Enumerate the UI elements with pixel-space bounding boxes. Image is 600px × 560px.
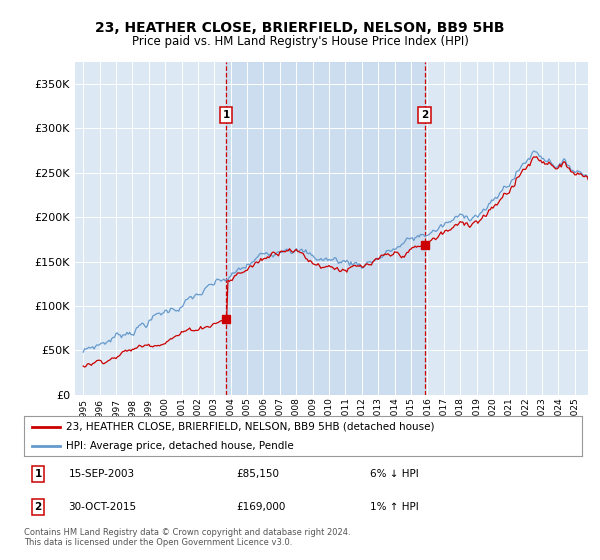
Text: 1: 1 — [223, 110, 230, 120]
Text: 6% ↓ HPI: 6% ↓ HPI — [370, 469, 419, 479]
Text: 1: 1 — [34, 469, 41, 479]
Text: 2: 2 — [34, 502, 41, 512]
Text: 23, HEATHER CLOSE, BRIERFIELD, NELSON, BB9 5HB (detached house): 23, HEATHER CLOSE, BRIERFIELD, NELSON, B… — [66, 422, 434, 432]
Text: 23, HEATHER CLOSE, BRIERFIELD, NELSON, BB9 5HB: 23, HEATHER CLOSE, BRIERFIELD, NELSON, B… — [95, 21, 505, 35]
Text: Price paid vs. HM Land Registry's House Price Index (HPI): Price paid vs. HM Land Registry's House … — [131, 35, 469, 48]
Text: Contains HM Land Registry data © Crown copyright and database right 2024.
This d: Contains HM Land Registry data © Crown c… — [24, 528, 350, 547]
Text: 2: 2 — [421, 110, 428, 120]
Bar — [226, 62, 425, 395]
Text: £169,000: £169,000 — [236, 502, 286, 512]
Text: 1% ↑ HPI: 1% ↑ HPI — [370, 502, 419, 512]
Text: 30-OCT-2015: 30-OCT-2015 — [68, 502, 137, 512]
Text: £85,150: £85,150 — [236, 469, 279, 479]
Text: HPI: Average price, detached house, Pendle: HPI: Average price, detached house, Pend… — [66, 441, 293, 450]
Text: 15-SEP-2003: 15-SEP-2003 — [68, 469, 135, 479]
